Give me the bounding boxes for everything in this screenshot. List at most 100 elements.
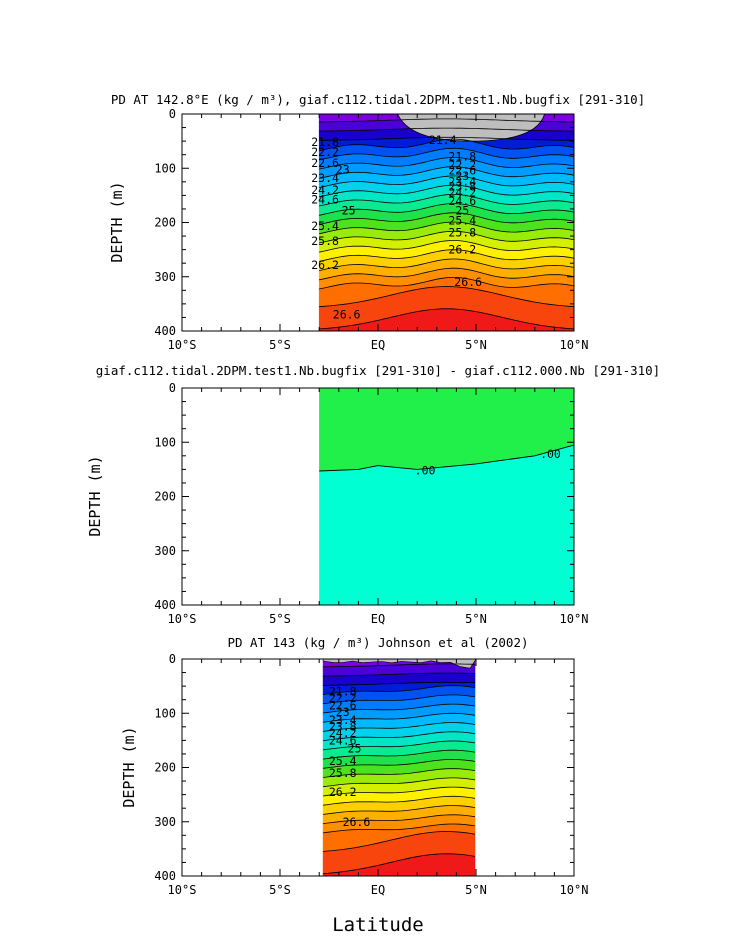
isopycnal-line xyxy=(319,277,574,290)
zero-contour xyxy=(319,444,574,472)
contour-label: 23 xyxy=(336,162,350,176)
contour-lines xyxy=(319,114,574,331)
contour-label: 21.4 xyxy=(429,133,457,147)
isopycnal-line xyxy=(323,749,476,760)
isopycnal-line xyxy=(323,694,476,705)
contour-label: 24.6 xyxy=(311,193,339,207)
isopycnal-line xyxy=(319,136,574,141)
isopycnal-line xyxy=(319,118,574,123)
contour-label: .00 xyxy=(540,447,561,461)
axes: 10°S 5°S EQ 5°N 10°N 0 100 200 300 400 xyxy=(154,107,588,352)
contour-label: 26.6 xyxy=(333,308,361,322)
isopycnal-line xyxy=(319,184,574,198)
x-tick-label: 5°S xyxy=(269,883,291,897)
contour-label: 26.2 xyxy=(311,258,339,272)
contour-label: 22.6 xyxy=(448,163,476,177)
isopycnal-line xyxy=(319,127,574,132)
isopycnal-line xyxy=(319,308,574,330)
contour-label: 22.2 xyxy=(311,145,339,159)
y-tick-label: 200 xyxy=(154,216,176,230)
isopycnal-line xyxy=(323,831,476,852)
contour-label: 24.2 xyxy=(448,186,476,200)
contour-label: 23.4 xyxy=(448,174,476,188)
panel-title: PD AT 143 (kg / m³) Johnson et al (2002) xyxy=(227,635,528,650)
x-tick-label: EQ xyxy=(371,612,385,626)
y-tick-label: 100 xyxy=(154,161,176,175)
isopycnal-line xyxy=(319,166,574,179)
contour-label: 23.4 xyxy=(329,713,357,727)
contour-lines xyxy=(323,659,476,876)
contour-label: 26.6 xyxy=(343,815,371,829)
isopycnal-line xyxy=(323,823,476,834)
isopycnal-line xyxy=(319,147,574,161)
missing-data-region xyxy=(322,659,477,669)
y-tick-label: 0 xyxy=(169,381,176,395)
contour-label: 25 xyxy=(342,204,356,218)
contour-label: 23.8 xyxy=(448,180,476,194)
zero-contour-line xyxy=(319,444,574,472)
isopycnal-line xyxy=(319,221,574,235)
panel-title: PD AT 142.8°E (kg / m³), giaf.c112.tidal… xyxy=(111,92,645,107)
isopycnal-line xyxy=(323,786,476,797)
isopycnal-line xyxy=(323,722,476,732)
contour-label: 21.8 xyxy=(329,685,357,699)
y-tick-label: 300 xyxy=(154,815,176,829)
contour-labels: 21.421.822.222.62323.424.224.62525.425.8… xyxy=(311,133,482,322)
x-tick-label: 10°N xyxy=(560,612,589,626)
y-tick-label: 100 xyxy=(154,435,176,449)
x-axis-title: Latitude xyxy=(332,914,424,936)
contour-label: 25.4 xyxy=(329,754,357,768)
missing-data-area xyxy=(322,659,477,669)
contour-label: 21.8 xyxy=(311,135,339,149)
contour-label: 25 xyxy=(348,742,362,756)
contour-label: 22.2 xyxy=(329,691,357,705)
contour-label: 24.2 xyxy=(329,726,357,740)
x-tick-label: 10°S xyxy=(168,612,197,626)
isopycnal-line xyxy=(319,230,574,244)
difference-fill xyxy=(319,388,574,605)
contour-label: 24.6 xyxy=(448,194,476,208)
axes: 10°S 5°S EQ 5°N 10°N 0 100 200 300 400 xyxy=(154,381,588,626)
isopycnal-line xyxy=(319,175,574,188)
isopycnal-line xyxy=(319,212,574,225)
axes: 10°S 5°S EQ 5°N 10°N 0 100 200 300 400 xyxy=(154,652,588,897)
y-tick-label: 300 xyxy=(154,544,176,558)
isopycnal-line xyxy=(323,731,476,741)
contour-label: 24.6 xyxy=(329,733,357,747)
isopycnal-line xyxy=(323,672,476,677)
contour-label: 23 xyxy=(455,169,469,183)
isopycnal-line xyxy=(323,758,476,769)
contour-label: 21.8 xyxy=(448,149,476,163)
y-tick-label: 200 xyxy=(154,761,176,775)
contour-labels: .00 .00 xyxy=(415,447,561,477)
x-tick-label: 10°S xyxy=(168,883,197,897)
isopycnal-line xyxy=(319,240,574,253)
isopycnal-line xyxy=(323,740,476,751)
isopycnal-line xyxy=(323,703,476,714)
isopycnal-line xyxy=(319,267,574,281)
isopycnal-line xyxy=(323,795,476,806)
x-tick-label: 5°N xyxy=(465,883,487,897)
contour-label: 26.2 xyxy=(329,785,357,799)
isopycnal-line xyxy=(319,194,574,207)
y-tick-label: 400 xyxy=(154,598,176,612)
isopycnal-line xyxy=(323,685,476,695)
isopycnal-line xyxy=(323,777,476,788)
isopycnal-line xyxy=(319,249,574,262)
y-tick-label: 0 xyxy=(169,107,176,121)
contour-label: 22.6 xyxy=(329,699,357,713)
contour-label: 25.4 xyxy=(448,213,476,227)
panel-model-density: PD AT 142.8°E (kg / m³), giaf.c112.tidal… xyxy=(108,92,645,352)
isopycnal-line xyxy=(319,258,574,271)
y-tick-label: 300 xyxy=(154,270,176,284)
isopycnal-line xyxy=(323,768,476,778)
x-tick-label: EQ xyxy=(371,883,385,897)
isopycnal-line xyxy=(323,805,476,815)
contour-label: 26.6 xyxy=(454,275,482,289)
x-tick-label: EQ xyxy=(371,338,385,352)
x-tick-label: 10°N xyxy=(560,338,589,352)
contour-label: 25.8 xyxy=(311,234,339,248)
contour-label: 23.4 xyxy=(311,171,339,185)
panel-difference: giaf.c112.tidal.2DPM.test1.Nb.bugfix [29… xyxy=(86,363,660,626)
